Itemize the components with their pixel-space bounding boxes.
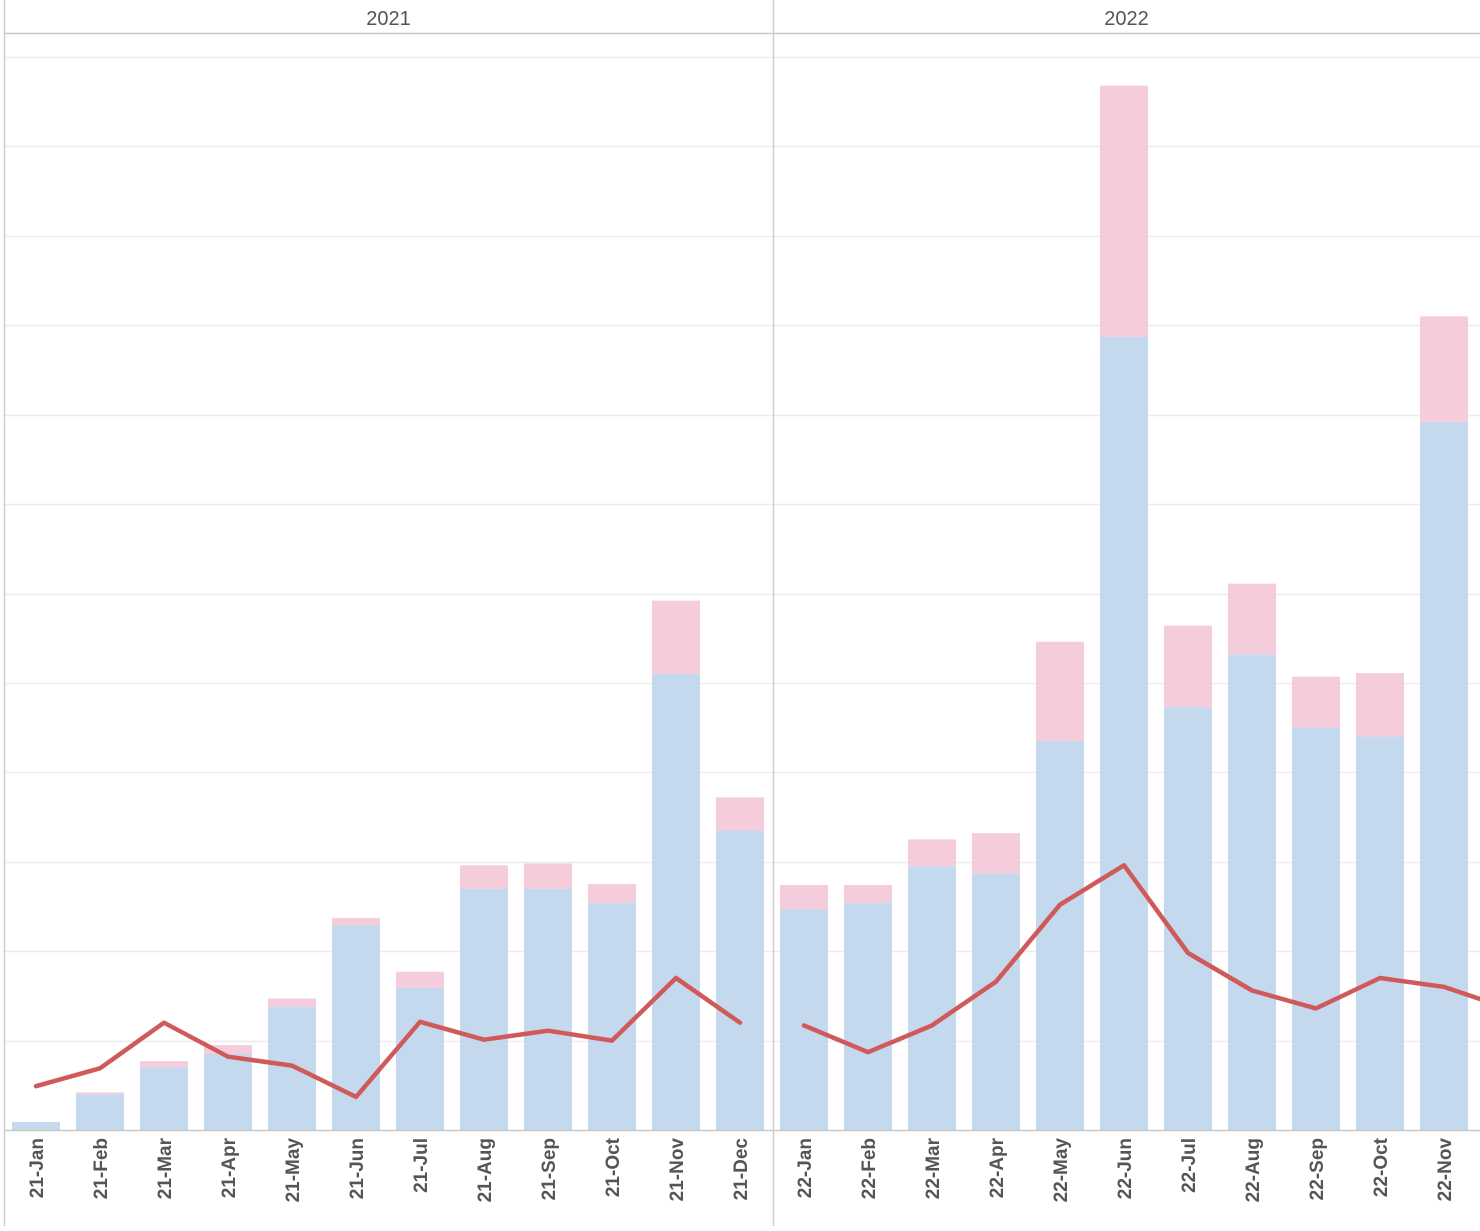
- bar-extra-21-Aug: [460, 865, 508, 889]
- bar-extra-21-Jun: [332, 918, 380, 926]
- bar-extra-21-Mar: [140, 1061, 188, 1068]
- bar-base-21-Nov: [652, 673, 700, 1130]
- bar-extra-21-Oct: [588, 884, 636, 903]
- bar-base-21-Aug: [460, 888, 508, 1130]
- bar-base-22-Apr: [972, 873, 1020, 1130]
- tick-label-21-Aug: 21-Aug: [475, 1138, 496, 1202]
- tick-label-21-Nov: 21-Nov: [667, 1138, 688, 1202]
- bar-base-21-Apr: [204, 1053, 252, 1130]
- bar-base-22-Jun: [1100, 336, 1148, 1131]
- bar-extra-22-Nov: [1420, 316, 1468, 422]
- trend-line-layer: [33, 863, 1480, 1100]
- panel-label-2021: 2021: [366, 8, 411, 30]
- tick-label-22-May: 22-May: [1051, 1138, 1072, 1203]
- bar-extra-21-Dec: [716, 797, 764, 831]
- bar-extra-21-Jul: [396, 971, 444, 988]
- tick-label-22-Jun: 22-Jun: [1115, 1138, 1136, 1199]
- tick-label-22-Nov: 22-Nov: [1435, 1138, 1456, 1202]
- tick-label-22-Jul: 22-Jul: [1179, 1138, 1200, 1193]
- bar-base-22-Nov: [1420, 421, 1468, 1130]
- tick-label-21-May: 21-May: [283, 1138, 304, 1203]
- bar-base-21-Dec: [716, 830, 764, 1130]
- tick-label-22-Feb: 22-Feb: [859, 1138, 880, 1199]
- bar-base-22-Feb: [844, 902, 892, 1130]
- bar-extra-22-Jan: [780, 884, 828, 910]
- trend-line-2022: [801, 863, 1480, 1055]
- tick-label-22-Mar: 22-Mar: [923, 1137, 944, 1199]
- bar-base-21-Jun: [332, 925, 380, 1130]
- bar-extra-22-Aug: [1228, 583, 1276, 655]
- tick-label-21-Jun: 21-Jun: [347, 1138, 368, 1199]
- bar-extra-22-Jun: [1100, 85, 1148, 337]
- tick-label-21-Jul: 21-Jul: [411, 1138, 432, 1193]
- bar-extra-21-Nov: [652, 600, 700, 674]
- bar-extra-22-Mar: [908, 839, 956, 867]
- bar-base-21-Oct: [588, 902, 636, 1130]
- bar-extra-22-Feb: [844, 884, 892, 903]
- labels: 2021 2022 21-Jan 21-Feb 21-Mar 21-Apr 21-May 21…: [27, 8, 1456, 1202]
- bar-base-21-Jul: [396, 987, 444, 1130]
- bar-base-21-May: [268, 1006, 316, 1130]
- tick-label-21-Oct: 21-Oct: [603, 1137, 624, 1197]
- tick-label-21-Feb: 21-Feb: [91, 1138, 112, 1199]
- frame: [3, 0, 1480, 1226]
- tick-label-21-Jan: 21-Jan: [27, 1138, 48, 1198]
- tick-label-21-Mar: 21-Mar: [155, 1137, 176, 1199]
- bar-base-22-Jul: [1164, 707, 1212, 1130]
- bar-base-21-Feb: [76, 1094, 124, 1130]
- bars: [12, 85, 1468, 1131]
- tick-label-21-Dec: 21-Dec: [731, 1138, 752, 1201]
- tick-label-22-Oct: 22-Oct: [1371, 1137, 1392, 1197]
- bar-base-21-Jan: [12, 1121, 60, 1130]
- tick-label-22-Aug: 22-Aug: [1243, 1138, 1264, 1202]
- tick-label-22-Jan: 22-Jan: [795, 1138, 816, 1198]
- bar-extra-22-Apr: [972, 833, 1020, 874]
- trend-line-2021: [33, 975, 743, 1100]
- bar-extra-21-Apr: [204, 1045, 252, 1054]
- bar-base-21-Sep: [524, 888, 572, 1130]
- bar-base-22-Jan: [780, 909, 828, 1130]
- tick-label-22-Apr: 22-Apr: [987, 1137, 1008, 1198]
- bar-base-22-Aug: [1228, 654, 1276, 1130]
- bar-extra-22-Jul: [1164, 625, 1212, 708]
- bar-extra-22-Oct: [1356, 673, 1404, 737]
- bar-extra-22-May: [1036, 641, 1084, 742]
- tick-label-21-Sep: 21-Sep: [539, 1138, 560, 1200]
- bar-base-22-Mar: [908, 866, 956, 1130]
- bar-base-22-Oct: [1356, 736, 1404, 1130]
- bar-extra-21-May: [268, 998, 316, 1007]
- gridlines: [5, 56, 1480, 1043]
- panel-label-2022: 2022: [1104, 8, 1149, 30]
- bar-extra-22-Sep: [1292, 676, 1340, 728]
- tick-label-22-Sep: 22-Sep: [1307, 1138, 1328, 1200]
- bar-extra-21-Feb: [76, 1092, 124, 1095]
- bar-base-21-Mar: [140, 1067, 188, 1130]
- bar-base-22-Sep: [1292, 727, 1340, 1130]
- bar-base-22-May: [1036, 741, 1084, 1130]
- bar-extra-21-Sep: [524, 863, 572, 889]
- tick-label-21-Apr: 21-Apr: [219, 1137, 240, 1198]
